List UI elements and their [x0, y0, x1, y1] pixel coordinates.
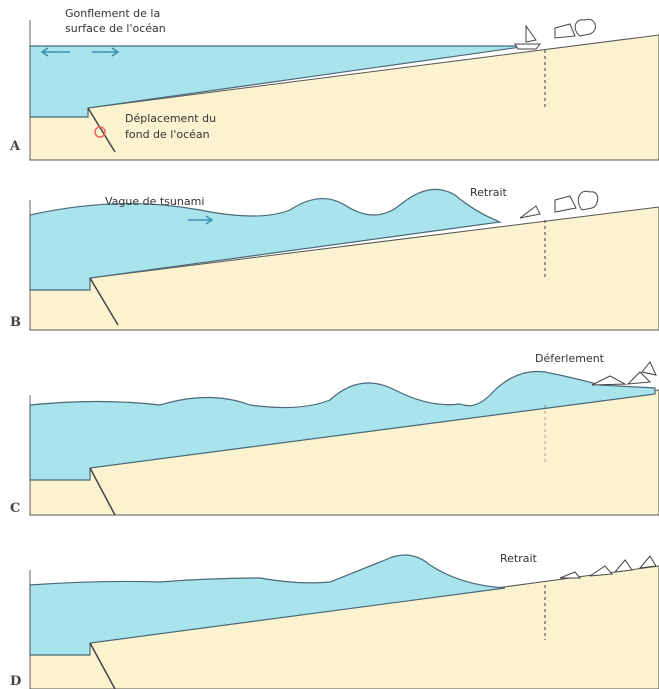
annotation: Déferlement	[535, 352, 605, 365]
panel-label: D	[10, 674, 21, 689]
boat	[514, 24, 542, 50]
panel-d: Retrait D	[10, 552, 659, 689]
panel-c: Déferlement C	[10, 352, 659, 516]
fault	[89, 642, 116, 689]
annotation: Retrait	[470, 186, 508, 199]
annotation: fond de l'océan	[125, 128, 210, 141]
panel-label: B	[10, 315, 21, 330]
annotation: Vague de tsunami	[105, 195, 204, 208]
fault	[89, 277, 119, 326]
annotation: Gonflement de la	[65, 7, 160, 20]
epicenter	[94, 126, 106, 138]
annotation: Retrait	[500, 552, 538, 565]
annotation: Déplacement du	[125, 112, 216, 125]
panel-label: C	[10, 501, 20, 516]
wave-arrow	[188, 215, 214, 225]
panel-label: A	[9, 139, 21, 154]
debris	[559, 555, 657, 579]
houses	[554, 18, 596, 39]
panel-b: Vague de tsunami Retrait B	[10, 186, 659, 331]
swell-arrows	[40, 47, 120, 57]
fault	[87, 107, 116, 153]
shore-objects	[519, 190, 599, 219]
panel-a: Gonflement de la surface de l'océan Dépl…	[9, 7, 659, 161]
debris	[591, 361, 657, 386]
ocean	[29, 554, 506, 656]
annotation: surface de l'océan	[65, 22, 166, 35]
ocean	[29, 188, 503, 291]
fault	[89, 467, 116, 516]
ocean	[29, 370, 656, 481]
